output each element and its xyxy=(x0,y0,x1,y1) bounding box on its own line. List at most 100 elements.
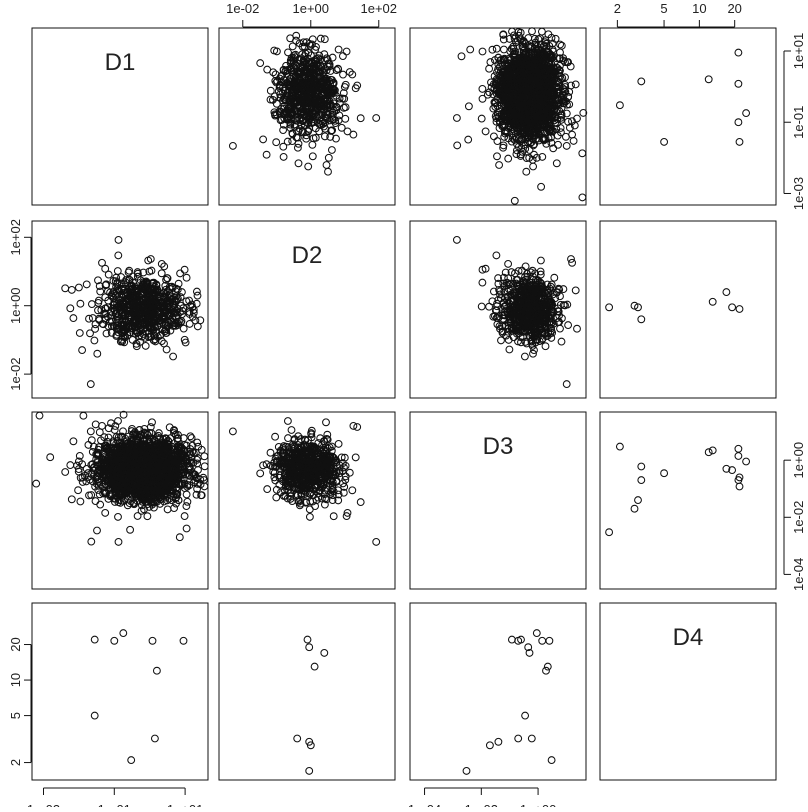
tick-label-top-D2: 1e+00 xyxy=(293,1,330,16)
data-point-D2-vs-D1 xyxy=(76,284,83,291)
data-point-D3-vs-D1 xyxy=(164,506,171,513)
data-point-D1-vs-D2 xyxy=(287,35,294,42)
data-point-D1-vs-D2 xyxy=(260,136,267,143)
data-point-D1-vs-D3 xyxy=(486,65,493,72)
data-point-D1-vs-D2 xyxy=(373,115,380,122)
tick-label-left-D2: 1e+02 xyxy=(8,219,23,256)
data-point-D1-vs-D3 xyxy=(530,163,537,170)
data-point-D1-vs-D2 xyxy=(289,43,296,50)
data-point-D1-vs-D3 xyxy=(505,155,512,162)
data-point-D2-vs-D1 xyxy=(62,285,69,292)
tick-label-top-D4: 5 xyxy=(660,1,667,16)
data-point-D2-vs-D1 xyxy=(76,330,83,337)
data-point-D2-vs-D1 xyxy=(148,267,155,274)
data-point-D1-vs-D3 xyxy=(572,81,579,88)
data-point-D1-vs-D3 xyxy=(529,28,536,35)
data-point-D2-vs-D1 xyxy=(87,381,94,388)
data-point-D1-vs-D3 xyxy=(501,46,508,53)
panel-frame-r1-c3 xyxy=(600,221,776,398)
data-point-D1-vs-D3 xyxy=(553,160,560,167)
tick-label-bottom-D3: 1e-04 xyxy=(408,802,441,807)
diagonal-label-D2: D2 xyxy=(292,242,323,269)
data-point-D1-vs-D2 xyxy=(309,141,316,148)
data-point-D2-vs-D1 xyxy=(67,305,74,312)
data-point-D1-vs-D3 xyxy=(496,162,503,169)
data-point-D2-vs-D1 xyxy=(83,281,90,288)
data-point-D2-vs-D1 xyxy=(158,270,165,277)
data-point-D2-vs-D3 xyxy=(551,274,558,281)
data-point-D1-vs-D3 xyxy=(479,95,486,102)
tick-label-bottom-D1: 1e+01 xyxy=(167,802,204,807)
data-point-D2-vs-D3 xyxy=(479,279,486,286)
data-point-D1-vs-D3 xyxy=(478,115,485,122)
data-point-D2-vs-D1 xyxy=(91,337,98,344)
data-point-D2-vs-D1 xyxy=(177,270,184,277)
data-point-D2-vs-D3 xyxy=(478,303,485,310)
data-point-D1-vs-D2 xyxy=(323,162,330,169)
data-point-D1-vs-D2 xyxy=(342,115,349,122)
data-point-D1-vs-D3 xyxy=(494,138,501,145)
tick-label-top-D2: 1e+02 xyxy=(361,1,398,16)
data-point-D1-vs-D3 xyxy=(479,48,486,55)
data-point-D1-vs-D3 xyxy=(579,150,586,157)
tick-label-right-D3: 1e-04 xyxy=(791,558,806,591)
data-point-D1-vs-D2 xyxy=(325,154,332,161)
data-point-D1-vs-D3 xyxy=(491,133,498,140)
data-point-D3-vs-D1 xyxy=(115,514,122,521)
data-point-D2-vs-D3 xyxy=(493,252,500,259)
tick-label-left-D2: 1e-02 xyxy=(8,357,23,390)
tick-label-right-D1: 1e+01 xyxy=(791,33,806,70)
data-point-D1-vs-D2 xyxy=(280,143,287,150)
data-point-D1-vs-D3 xyxy=(494,153,501,160)
tick-label-bottom-D1: 1e-01 xyxy=(98,802,131,807)
data-point-D1-vs-D2 xyxy=(357,115,364,122)
data-point-D3-vs-D1 xyxy=(102,510,109,517)
data-point-D1-vs-D3 xyxy=(555,141,562,148)
data-point-D3-vs-D1 xyxy=(92,498,99,505)
data-point-D2-vs-D3 xyxy=(558,338,565,345)
data-point-D2-vs-D1 xyxy=(115,252,122,259)
data-point-D2-vs-D3 xyxy=(557,325,564,332)
data-point-D1-vs-D2 xyxy=(263,151,270,158)
data-point-D2-vs-D1 xyxy=(181,266,188,273)
data-point-D1-vs-D2 xyxy=(273,100,280,107)
data-point-D2-vs-D1 xyxy=(114,268,121,275)
data-point-D2-vs-D1 xyxy=(194,323,201,330)
data-point-D2-vs-D3 xyxy=(542,343,549,350)
data-point-D2-vs-D1 xyxy=(87,330,94,337)
tick-label-bottom-D3: 1e-02 xyxy=(465,802,498,807)
data-point-D1-vs-D3 xyxy=(482,128,489,135)
data-point-D1-vs-D3 xyxy=(511,197,518,204)
data-point-D1-vs-D3 xyxy=(563,143,570,150)
data-point-D2-vs-D3 xyxy=(454,237,461,244)
data-point-D3-vs-D1 xyxy=(87,428,94,435)
panel-frame-r3-c2 xyxy=(410,603,586,780)
data-point-D1-vs-D3 xyxy=(479,86,486,93)
data-point-D1-vs-D3 xyxy=(539,28,546,35)
data-point-D2-vs-D1 xyxy=(77,300,84,307)
data-point-D2-vs-D1 xyxy=(186,321,193,328)
data-point-D1-vs-D3 xyxy=(538,183,545,190)
data-point-D1-vs-D2 xyxy=(338,124,345,131)
data-point-D1-vs-D2 xyxy=(305,163,312,170)
data-point-D2-vs-D3 xyxy=(568,256,575,263)
data-point-D2-vs-D3 xyxy=(572,287,579,294)
data-point-D1-vs-D3 xyxy=(454,115,461,122)
data-point-D2-vs-D3 xyxy=(506,346,513,353)
data-point-D2-vs-D1 xyxy=(183,274,190,281)
data-point-D2-vs-D3 xyxy=(498,337,505,344)
data-point-D1-vs-D2 xyxy=(340,71,347,78)
panel-frame-r0-c3 xyxy=(600,28,776,205)
data-point-D2-vs-D1 xyxy=(89,301,96,308)
tick-label-left-D2: 1e+00 xyxy=(8,287,23,324)
data-point-D1-vs-D3 xyxy=(579,194,586,201)
data-point-D2-vs-D3 xyxy=(505,261,512,268)
data-point-D1-vs-D2 xyxy=(230,143,237,150)
data-point-D2-vs-D1 xyxy=(68,287,75,294)
data-point-D1-vs-D3 xyxy=(563,133,570,140)
data-point-D2-vs-D3 xyxy=(522,353,529,360)
data-point-D2-vs-D1 xyxy=(70,315,77,322)
tick-label-top-D4: 10 xyxy=(692,1,706,16)
data-point-D2-vs-D3 xyxy=(522,263,529,270)
